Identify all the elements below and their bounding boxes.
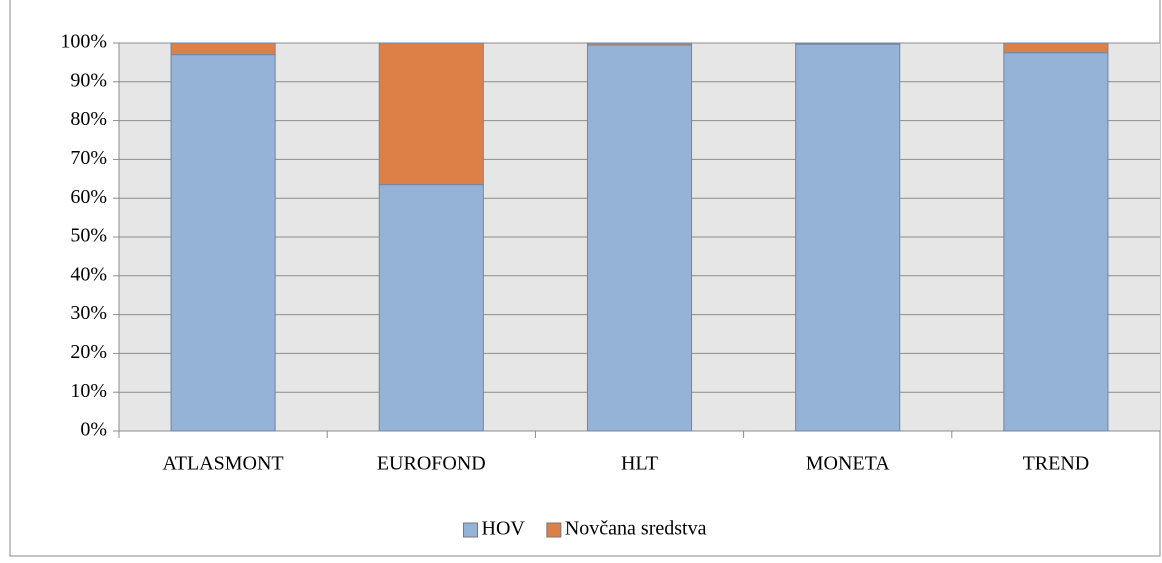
legend-swatch [463, 522, 479, 538]
y-tick-label: 70% [70, 147, 107, 169]
y-tick-label: 40% [70, 263, 107, 285]
bar-segment [586, 44, 693, 432]
bar-segment [1003, 42, 1109, 54]
bar-segment [170, 42, 276, 56]
bar-segment [1003, 52, 1109, 432]
bar-segment [795, 43, 901, 432]
y-tick-label: 100% [60, 31, 107, 53]
legend-label: Novčana sredstva [565, 518, 707, 540]
bar-segment [378, 184, 484, 432]
x-tick-label: ATLASMONT [163, 453, 284, 475]
y-tick-label: 80% [70, 108, 107, 130]
legend-swatch [546, 522, 562, 538]
bar-segment [378, 42, 484, 186]
x-tick-label: HLT [621, 453, 658, 475]
bar-segment [170, 54, 276, 432]
y-tick-label: 90% [70, 69, 107, 91]
y-tick-label: 10% [70, 380, 107, 402]
y-tick-label: 0% [80, 419, 107, 441]
x-tick-label: TREND [1023, 453, 1090, 475]
y-tick-label: 30% [70, 302, 107, 324]
bar-segment [795, 42, 901, 45]
bar-segment [586, 42, 693, 46]
x-tick-label: EUROFOND [377, 453, 486, 475]
x-tick-label: MONETA [806, 453, 891, 475]
y-tick-label: 60% [70, 186, 107, 208]
y-tick-label: 20% [70, 341, 107, 363]
y-tick-label: 50% [70, 225, 107, 247]
legend-label: HOV [482, 518, 526, 540]
